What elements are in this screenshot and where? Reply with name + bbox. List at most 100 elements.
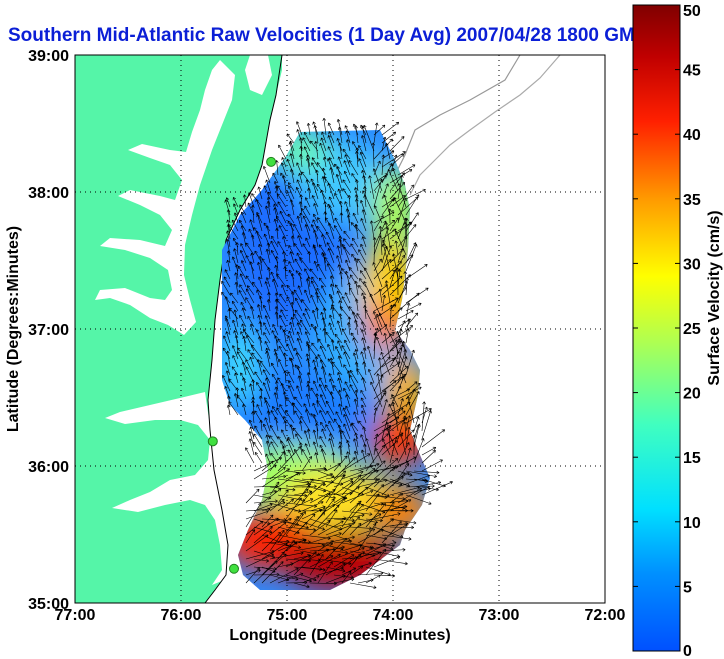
velocity-arrow: [279, 314, 287, 328]
velocity-arrow: [253, 499, 278, 504]
velocity-arrow: [282, 236, 287, 248]
colorbar-tick-label: 5: [683, 579, 692, 596]
y-tick-label: 35:00: [28, 596, 69, 613]
velocity-arrow: [356, 368, 367, 384]
velocity-arrow: [322, 117, 327, 136]
velocity-arrow: [248, 228, 255, 240]
velocity-arrow: [361, 236, 367, 248]
velocity-arrow: [302, 137, 311, 152]
velocity-arrow: [293, 488, 309, 504]
velocity-arrow: [248, 438, 255, 456]
velocity-arrow: [309, 532, 342, 544]
velocity-arrow: [341, 502, 360, 528]
velocity-arrow: [365, 444, 386, 472]
velocity-arrow: [262, 304, 271, 320]
velocity-arrow: [234, 372, 239, 384]
velocity-arrow: [312, 402, 319, 416]
velocity-arrow: [306, 372, 311, 384]
velocity-arrow: [406, 396, 415, 424]
velocity-arrow: [232, 197, 239, 208]
velocity-arrow: [254, 451, 263, 464]
velocity-arrow: [317, 520, 344, 536]
velocity-arrow: [293, 582, 310, 589]
velocity-arrow: [333, 225, 343, 240]
velocity-arrow: [361, 292, 367, 304]
velocity-arrow: [328, 196, 335, 208]
velocity-arrow: [343, 351, 351, 368]
velocity-arrow: [389, 136, 405, 152]
velocity-arrow: [333, 518, 355, 522]
velocity-arrow: [349, 274, 359, 288]
velocity-arrow: [313, 260, 319, 272]
velocity-arrow: [254, 425, 263, 440]
velocity-arrow: [413, 416, 420, 432]
velocity-arrow: [413, 470, 440, 475]
velocity-arrow: [381, 501, 395, 520]
velocity-arrow: [336, 290, 343, 304]
coastline: [204, 55, 283, 603]
velocity-arrow: [283, 352, 287, 368]
velocity-arrow: [241, 232, 247, 248]
velocity-arrow: [310, 323, 319, 336]
velocity-arrow: [256, 214, 263, 232]
velocity-arrow: [259, 387, 263, 400]
velocity-arrow: [405, 391, 420, 416]
velocity-arrow: [349, 369, 359, 384]
velocity-arrow: [270, 410, 279, 424]
velocity-arrow: [388, 208, 392, 224]
colorbar-tick-label: 35: [683, 192, 701, 209]
velocity-arrow: [378, 225, 383, 256]
velocity-arrow: [270, 362, 279, 376]
velocity-arrow: [361, 404, 367, 416]
velocity-arrow: [389, 333, 399, 352]
velocity-arrow: [239, 249, 247, 264]
velocity-arrow: [249, 219, 255, 232]
velocity-arrow: [255, 198, 263, 216]
velocity-arrow: [405, 470, 437, 478]
velocity-arrow: [363, 124, 375, 152]
velocity-arrow: [296, 322, 303, 336]
velocity-arrow: [245, 297, 255, 312]
velocity-arrow: [349, 565, 364, 576]
velocity-arrow: [394, 356, 407, 384]
velocity-arrow: [223, 276, 231, 288]
colorbar-tick-label: 50: [683, 3, 701, 20]
velocity-arrow: [312, 359, 319, 376]
velocity-arrow: [264, 315, 271, 328]
velocity-arrow: [279, 210, 287, 224]
velocity-arrow: [263, 233, 271, 248]
velocity-arrow: [319, 142, 327, 160]
velocity-arrow: [349, 504, 364, 520]
velocity-arrow: [245, 242, 255, 256]
velocity-arrow: [285, 493, 308, 498]
velocity-arrow: [389, 269, 397, 288]
velocity-arrow: [341, 345, 351, 360]
velocity-arrow: [327, 135, 335, 152]
velocity-arrow: [249, 305, 255, 320]
velocity-arrow: [343, 423, 351, 440]
colorbar-tick-label: 25: [683, 321, 701, 338]
velocity-arrow: [269, 486, 296, 492]
velocity-arrow: [341, 470, 364, 480]
velocity-arrow: [312, 380, 319, 392]
velocity-arrow: [360, 321, 367, 336]
velocity-arrow: [405, 381, 418, 392]
velocity-arrow: [381, 294, 387, 312]
velocity-arrow: [294, 309, 303, 320]
velocity-arrow: [354, 319, 359, 336]
velocity-arrow: [296, 385, 303, 400]
velocity-arrow: [359, 278, 367, 288]
axes-frame: [74, 54, 606, 604]
velocity-arrow: [360, 397, 367, 408]
velocity-arrow: [277, 518, 309, 530]
velocity-arrow: [263, 322, 271, 336]
velocity-arrow: [315, 422, 319, 440]
velocity-arrow: [372, 237, 377, 264]
velocity-arrow: [372, 310, 383, 336]
velocity-arrow: [301, 456, 313, 472]
colorbar: 0 5 10 15 20 25 30 35 40 45 50 Surface Velocity (c…: [632, 3, 723, 659]
velocity-arrow: [326, 242, 335, 256]
velocity-arrow: [249, 261, 255, 280]
velocity-arrow: [279, 440, 287, 456]
velocity-arrow: [389, 385, 402, 408]
